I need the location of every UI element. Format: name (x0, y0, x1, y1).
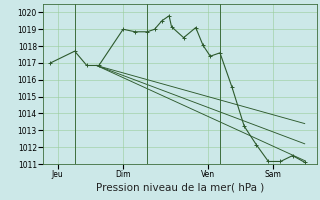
X-axis label: Pression niveau de la mer( hPa ): Pression niveau de la mer( hPa ) (96, 182, 264, 192)
